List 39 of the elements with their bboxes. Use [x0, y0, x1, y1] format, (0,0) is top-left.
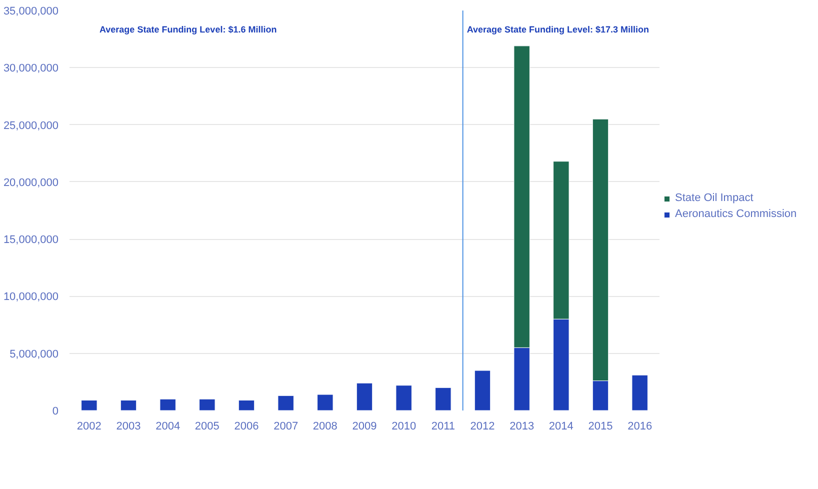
x-tick-label: 2004: [156, 420, 180, 432]
x-tick-label: 2006: [234, 420, 259, 432]
legend-label: State Oil Impact: [675, 192, 754, 204]
x-tick-label: 2005: [194, 420, 220, 432]
bar: [278, 395, 294, 410]
legend-label: Aeronautics Commission: [675, 208, 797, 220]
bar: [238, 400, 255, 410]
bar: [474, 370, 491, 410]
y-tick-label: 30,000,000: [3, 62, 59, 75]
x-tick-label: 2008: [312, 420, 338, 432]
x-tick-label: 2013: [510, 420, 534, 432]
x-tick-label: 2010: [392, 420, 416, 432]
x-tick-label: 2014: [548, 420, 574, 432]
y-tick-label: 35,000,000: [3, 6, 59, 18]
y-tick-label: 10,000,000: [3, 291, 59, 304]
annotation: Average State Funding Level: $17.3 Million: [466, 24, 650, 34]
bar: [356, 382, 373, 410]
x-tick-label: 2002: [76, 420, 102, 432]
x-tick-label: 2003: [116, 420, 141, 432]
bar: [199, 398, 216, 410]
x-tick-label: 2016: [628, 420, 652, 432]
x-tick-label: 2007: [274, 420, 298, 432]
annotation: Average State Funding Level: $1.6 Million: [100, 24, 277, 34]
y-tick-label: 25,000,000: [3, 120, 59, 132]
y-tick-label: 5,000,000: [10, 348, 58, 360]
y-tick-label: 20,000,000: [3, 176, 59, 189]
bar: [632, 374, 648, 410]
bar: [396, 385, 412, 410]
bar: [435, 387, 452, 410]
y-tick-label: 0: [52, 406, 59, 418]
bar: [81, 400, 98, 410]
x-tick-label: 2012: [470, 420, 495, 432]
x-tick-label: 2011: [431, 420, 455, 432]
bar: [120, 400, 137, 410]
bar: [160, 398, 176, 410]
x-tick-label: 2015: [588, 420, 613, 432]
bar: [317, 394, 334, 410]
x-tick-label: 2009: [352, 420, 377, 432]
y-tick-label: 15,000,000: [3, 234, 59, 246]
